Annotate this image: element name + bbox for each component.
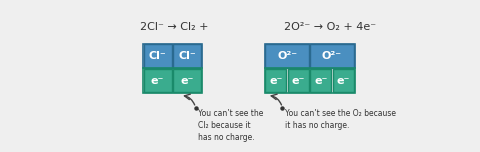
Bar <box>311 44 354 67</box>
Text: 2O²⁻ → O₂ + 4e⁻: 2O²⁻ → O₂ + 4e⁻ <box>284 22 376 33</box>
Text: Cl⁻: Cl⁻ <box>149 51 167 61</box>
Text: e⁻: e⁻ <box>180 76 194 86</box>
Text: You can’t see the O₂ because
it has no charge.: You can’t see the O₂ because it has no c… <box>285 109 396 130</box>
Text: O²⁻: O²⁻ <box>277 51 297 61</box>
Bar <box>144 44 172 67</box>
Bar <box>264 68 355 93</box>
Bar <box>143 68 202 93</box>
Bar <box>144 69 172 92</box>
Text: Cl⁻: Cl⁻ <box>178 51 196 61</box>
Text: e⁻: e⁻ <box>292 76 305 86</box>
Bar <box>311 69 331 92</box>
Bar <box>173 44 201 67</box>
Bar <box>143 44 202 68</box>
Bar <box>265 44 309 67</box>
Bar <box>333 69 354 92</box>
Bar <box>288 69 309 92</box>
Text: O²⁻: O²⁻ <box>322 51 342 61</box>
Bar <box>264 44 355 68</box>
Text: e⁻: e⁻ <box>269 76 283 86</box>
Text: 2Cl⁻ → Cl₂ +: 2Cl⁻ → Cl₂ + <box>141 22 209 33</box>
Text: e⁻: e⁻ <box>336 76 350 86</box>
Text: e⁻: e⁻ <box>151 76 164 86</box>
Text: e⁻: e⁻ <box>314 76 327 86</box>
Bar <box>265 69 286 92</box>
Text: You can’t see the
Cl₂ because it
has no charge.: You can’t see the Cl₂ because it has no … <box>198 109 264 142</box>
Bar <box>173 69 201 92</box>
